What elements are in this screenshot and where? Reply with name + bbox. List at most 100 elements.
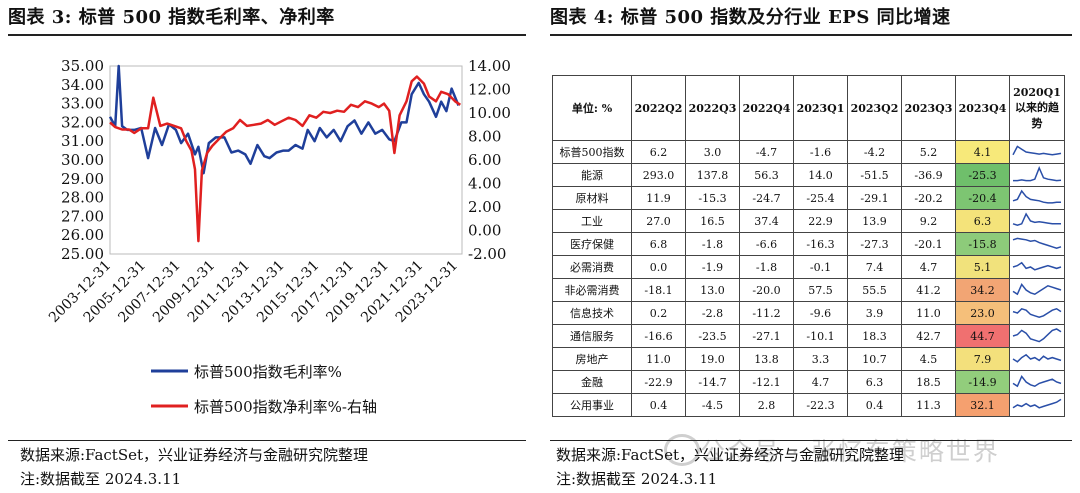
value-cell: 11.0 bbox=[631, 347, 686, 371]
row-label: 房地产 bbox=[552, 347, 632, 371]
value-cell: -24.7 bbox=[739, 186, 794, 210]
table-header-row: 单位: % 2022Q2 2022Q3 2022Q4 2023Q1 2023Q2 2023Q… bbox=[552, 75, 1065, 141]
sparkline bbox=[1012, 374, 1062, 388]
table-title: 图表 4: 标普 500 指数及分行业 EPS 同比增速 bbox=[550, 7, 951, 28]
header-quarter: 2023Q1 bbox=[793, 75, 848, 141]
trend-cell bbox=[1009, 301, 1065, 325]
value-cell: -18.1 bbox=[631, 278, 686, 302]
value-cell: 4.5 bbox=[901, 347, 956, 371]
trend-cell bbox=[1009, 324, 1065, 348]
value-cell: 55.5 bbox=[847, 278, 902, 302]
value-cell: 0.0 bbox=[631, 255, 686, 279]
value-cell: -12.1 bbox=[739, 370, 794, 394]
left-tick-label: 27.00 bbox=[61, 207, 104, 225]
row-label: 原材料 bbox=[552, 186, 632, 210]
table-row: 金融 -22.9 -14.7 -12.1 4.7 6.3 18.5 -14.9 bbox=[552, 370, 1065, 394]
right-tick-label: 0.00 bbox=[468, 222, 501, 240]
sparkline bbox=[1012, 398, 1062, 409]
value-cell: 56.3 bbox=[739, 163, 794, 187]
value-cell: -23.5 bbox=[685, 324, 740, 348]
value-cell: -4.7 bbox=[739, 140, 794, 164]
plot-area bbox=[109, 65, 463, 255]
header-quarter: 2023Q3 bbox=[901, 75, 956, 141]
value-cell: 3.0 bbox=[685, 140, 740, 164]
left-tick-label: 33.00 bbox=[61, 95, 104, 113]
value-cell: 42.7 bbox=[901, 324, 956, 348]
value-cell: 4.7 bbox=[793, 370, 848, 394]
table-row: 医疗保健 6.8 -1.8 -6.6 -16.3 -27.3 -20.1 -15.8 bbox=[552, 232, 1065, 256]
value-cell: -1.8 bbox=[685, 232, 740, 256]
value-cell: 0.4 bbox=[631, 393, 686, 417]
data-cutoff-note-right: 注:数据截至 2024.3.11 bbox=[556, 470, 718, 488]
table-row: 信息技术 0.2 -2.8 -11.2 -9.6 3.9 11.0 23.0 bbox=[552, 301, 1065, 325]
trend-cell bbox=[1009, 278, 1065, 302]
value-cell: 11.9 bbox=[631, 186, 686, 210]
value-cell: -20.2 bbox=[901, 186, 956, 210]
value-cell: 3.3 bbox=[793, 347, 848, 371]
sparkline bbox=[1012, 307, 1062, 318]
left-tick-label: 28.00 bbox=[61, 189, 104, 207]
data-cutoff-note: 注:数据截至 2024.3.11 bbox=[20, 470, 182, 488]
value-cell: -20.0 bbox=[739, 278, 794, 302]
right-tick-label: 6.00 bbox=[468, 151, 501, 169]
value-cell: 14.0 bbox=[793, 163, 848, 187]
value-cell: 11.0 bbox=[901, 301, 956, 325]
sparkline bbox=[1012, 189, 1061, 204]
value-cell: 6.3 bbox=[847, 370, 902, 394]
value-cell: -27.1 bbox=[739, 324, 794, 348]
value-cell: -2.8 bbox=[685, 301, 740, 325]
source-rule-right bbox=[550, 440, 1072, 441]
value-cell: -22.3 bbox=[793, 393, 848, 417]
row-label: 能源 bbox=[552, 163, 632, 187]
latest-value-cell: 32.1 bbox=[955, 393, 1010, 417]
title-rule bbox=[8, 34, 526, 36]
value-cell: -16.6 bbox=[631, 324, 686, 348]
value-cell: -16.3 bbox=[793, 232, 848, 256]
eps-table: 单位: % 2022Q2 2022Q3 2022Q4 2023Q1 2023Q2 2023Q… bbox=[552, 75, 1065, 417]
right-tick-label: 8.00 bbox=[468, 128, 501, 146]
value-cell: -11.2 bbox=[739, 301, 794, 325]
table-row: 非必需消费 -18.1 13.0 -20.0 57.5 55.5 41.2 34.2 bbox=[552, 278, 1065, 302]
value-cell: -27.3 bbox=[847, 232, 902, 256]
value-cell: 293.0 bbox=[631, 163, 686, 187]
value-cell: 3.9 bbox=[847, 301, 902, 325]
trend-cell bbox=[1009, 255, 1065, 279]
left-tick-label: 31.00 bbox=[61, 132, 104, 150]
left-tick-label: 34.00 bbox=[61, 76, 104, 94]
row-label: 公用事业 bbox=[552, 393, 632, 417]
value-cell: 2.8 bbox=[739, 393, 794, 417]
legend-label-gross: 标普500指数毛利率% bbox=[194, 363, 342, 381]
net-margin-line bbox=[109, 75, 461, 243]
trend-cell bbox=[1009, 232, 1065, 256]
header-unit: 单位: % bbox=[552, 75, 632, 141]
value-cell: -36.9 bbox=[901, 163, 956, 187]
value-cell: 10.7 bbox=[847, 347, 902, 371]
header-trend: 2020Q1以来的趋势 bbox=[1009, 75, 1065, 141]
trend-cell bbox=[1009, 163, 1065, 187]
wechat-icon bbox=[664, 434, 700, 466]
value-cell: -4.5 bbox=[685, 393, 740, 417]
sparkline bbox=[1012, 353, 1062, 363]
value-cell: 13.8 bbox=[739, 347, 794, 371]
left-tick-label: 26.00 bbox=[61, 226, 104, 244]
row-label: 标普500指数 bbox=[552, 140, 632, 164]
right-axis-ticks: 14.00 12.00 10.00 8.00 6.00 4.00 2.00 0.00 -2.00 bbox=[468, 57, 511, 263]
sparkline bbox=[1012, 237, 1062, 249]
source-note: 数据来源:FactSet，兴业证券经济与金融研究院整理 bbox=[20, 446, 368, 464]
latest-value-cell: 23.0 bbox=[955, 301, 1010, 325]
left-tick-label: 35.00 bbox=[61, 57, 104, 75]
latest-value-cell: 44.7 bbox=[955, 324, 1010, 348]
value-cell: 9.2 bbox=[901, 209, 956, 233]
sparkline bbox=[1013, 166, 1062, 182]
row-label: 工业 bbox=[552, 209, 632, 233]
left-tick-label: 30.00 bbox=[61, 151, 104, 169]
value-cell: -10.1 bbox=[793, 324, 848, 348]
value-cell: 37.4 bbox=[739, 209, 794, 233]
sparkline bbox=[1012, 145, 1062, 156]
value-cell: 41.2 bbox=[901, 278, 956, 302]
header-quarter: 2022Q3 bbox=[685, 75, 740, 141]
value-cell: 19.0 bbox=[685, 347, 740, 371]
latest-value-cell: -20.4 bbox=[955, 186, 1010, 210]
trend-cell bbox=[1009, 370, 1065, 394]
value-cell: 13.9 bbox=[847, 209, 902, 233]
